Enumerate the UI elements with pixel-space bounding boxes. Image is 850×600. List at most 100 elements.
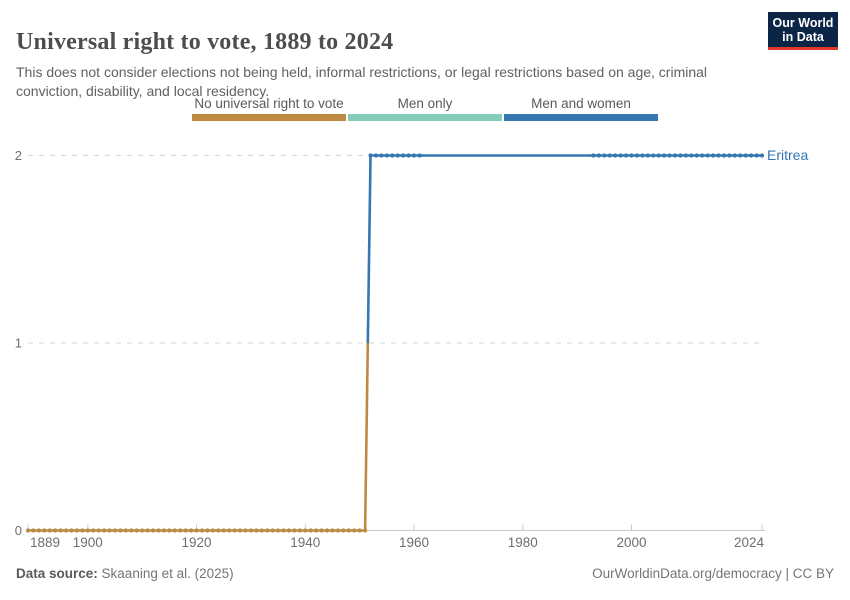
x-axis-label-1920: 1920 [182,535,212,550]
legend-label: No universal right to vote [194,96,344,111]
entity-label[interactable]: Eritrea [767,147,808,163]
data-point-marker [759,153,765,158]
data-point-marker [721,153,727,158]
owid-logo[interactable]: Our World in Data [768,12,838,50]
data-point-marker [63,528,69,533]
data-point-marker [210,528,215,533]
series-line-connector-lower [363,342,370,531]
data-point-marker [134,528,139,533]
license-link[interactable]: OurWorldinData.org/democracy | CC BY [592,566,834,581]
data-point-marker [85,528,90,533]
chart-subtitle: This does not consider elections not bei… [16,64,708,99]
x-axis-label-1940: 1940 [290,535,320,550]
data-point-marker [118,528,123,533]
data-point-marker [178,528,183,533]
data-point-marker [613,153,618,158]
x-axis-label-1889: 1889 [30,535,60,550]
data-point-marker [640,153,645,158]
data-point-marker [123,528,128,533]
owid-logo-line2: in Data [782,30,824,44]
data-point-marker [749,153,754,158]
data-point-marker [406,153,411,158]
data-point-marker [651,153,656,158]
data-point-marker [373,153,379,158]
data-point-marker [129,528,134,533]
data-point-marker [710,153,716,158]
data-point-marker [91,528,96,533]
data-point-marker [189,528,194,533]
data-point-marker [227,528,232,533]
data-point-marker [694,153,699,158]
data-point-marker [47,528,52,533]
y-axis-label-1: 1 [15,336,22,351]
data-point-marker [216,528,221,533]
data-point-marker [254,528,259,533]
data-point-marker [417,153,422,158]
data-point-marker [205,528,210,533]
data-point-marker [172,528,177,533]
data-point-marker [591,153,596,158]
data-point-marker [662,153,667,158]
data-point-marker [276,528,281,533]
data-point-marker [237,528,243,533]
data-point-marker [629,153,634,158]
data-source: Data source: Skaaning et al. (2025) [16,566,234,581]
data-point-marker [395,153,400,158]
data-point-marker [727,153,732,158]
data-point-marker [145,528,150,533]
data-point-marker [390,153,395,158]
data-point-marker [140,528,145,533]
data-point-marker [330,528,335,533]
data-point-marker [150,528,156,533]
data-point-marker [324,528,330,533]
data-point-marker [297,528,302,533]
data-point-marker [618,153,623,158]
data-point-marker [69,528,74,533]
x-axis-label-1900: 1900 [73,535,103,550]
data-point-marker [183,528,188,533]
data-point-marker [623,153,629,158]
data-point-marker [259,528,264,533]
data-point-marker [634,153,640,158]
data-point-marker [31,528,36,533]
data-point-marker [156,528,161,533]
data-point-marker [74,528,80,533]
y-axis-label-2: 2 [15,148,22,163]
legend: No universal right to vote Men only Men … [192,96,658,121]
chart-title: Universal right to vote, 1889 to 2024 [16,29,394,56]
data-point-marker [411,153,417,158]
data-point-marker [596,153,601,158]
data-point-marker [281,528,286,533]
data-point-marker [303,528,308,533]
data-point-marker [368,153,373,158]
data-point-marker [314,528,319,533]
data-point-marker [36,528,41,533]
data-point-marker [602,153,607,158]
data-point-marker [167,528,172,533]
legend-item-no-universal-right[interactable]: No universal right to vote [192,96,346,121]
data-point-marker [401,153,406,158]
data-point-marker [286,528,292,533]
data-point-marker [232,528,237,533]
data-point-marker [754,153,759,158]
data-point-marker [194,528,199,533]
data-point-marker [738,153,743,158]
data-point-marker [96,528,101,533]
data-point-marker [346,528,351,533]
x-axis-label-1980: 1980 [508,535,538,550]
data-point-marker [607,153,612,158]
y-axis-label-0: 0 [15,523,22,538]
chart-footer: Data source: Skaaning et al. (2025) OurW… [0,566,850,581]
legend-item-men-only[interactable]: Men only [348,96,502,121]
data-point-marker [42,528,47,533]
data-point-marker [161,528,167,533]
data-point-marker [25,528,31,533]
data-point-marker [700,153,705,158]
data-point-marker [705,153,710,158]
data-point-marker [672,153,678,158]
data-source-value: Skaaning et al. (2025) [101,566,234,581]
data-point-marker [341,528,346,533]
legend-item-men-and-women[interactable]: Men and women [504,96,658,121]
